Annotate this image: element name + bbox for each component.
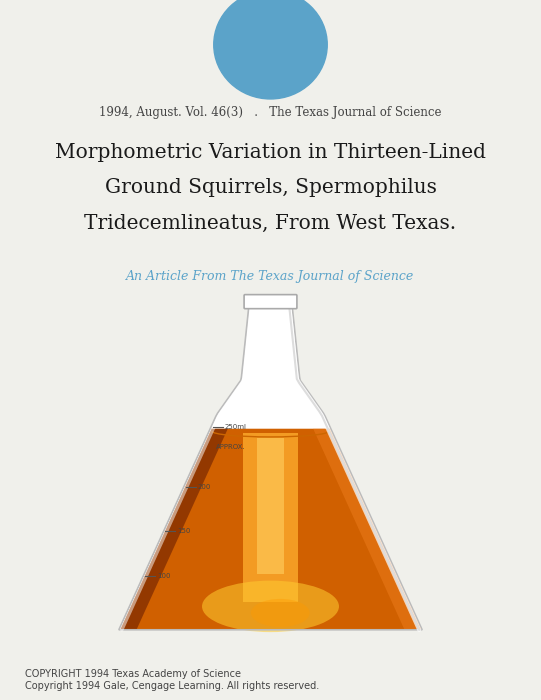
Polygon shape bbox=[241, 305, 300, 380]
Text: COPYRIGHT 1994 Texas Academy of Science: COPYRIGHT 1994 Texas Academy of Science bbox=[25, 668, 241, 679]
Text: Copyright 1994 Gale, Cengage Learning. All rights reserved.: Copyright 1994 Gale, Cengage Learning. A… bbox=[25, 681, 320, 691]
Ellipse shape bbox=[202, 580, 339, 632]
Text: 200: 200 bbox=[197, 484, 211, 489]
Text: Morphometric Variation in Thirteen-Lined: Morphometric Variation in Thirteen-Lined bbox=[55, 143, 486, 162]
Polygon shape bbox=[243, 433, 298, 602]
Circle shape bbox=[214, 0, 327, 99]
Text: 1994, August. Vol. 46(3)   .   The Texas Journal of Science: 1994, August. Vol. 46(3) . The Texas Jou… bbox=[99, 106, 442, 118]
Text: APPROX.: APPROX. bbox=[215, 444, 245, 450]
Polygon shape bbox=[257, 438, 284, 573]
Text: Ground Squirrels, Spermophilus: Ground Squirrels, Spermophilus bbox=[104, 178, 437, 197]
Text: 250ml: 250ml bbox=[225, 424, 247, 430]
Polygon shape bbox=[120, 428, 228, 630]
Polygon shape bbox=[119, 305, 422, 630]
Text: 100: 100 bbox=[157, 573, 170, 580]
Polygon shape bbox=[313, 428, 422, 630]
Ellipse shape bbox=[251, 599, 309, 627]
Polygon shape bbox=[212, 380, 329, 428]
Text: Tridecemlineatus, From West Texas.: Tridecemlineatus, From West Texas. bbox=[84, 214, 457, 233]
FancyBboxPatch shape bbox=[244, 295, 297, 309]
Text: An Article From The Texas Journal of Science: An Article From The Texas Journal of Sci… bbox=[127, 270, 414, 284]
Text: 150: 150 bbox=[177, 528, 190, 535]
Polygon shape bbox=[120, 428, 421, 630]
